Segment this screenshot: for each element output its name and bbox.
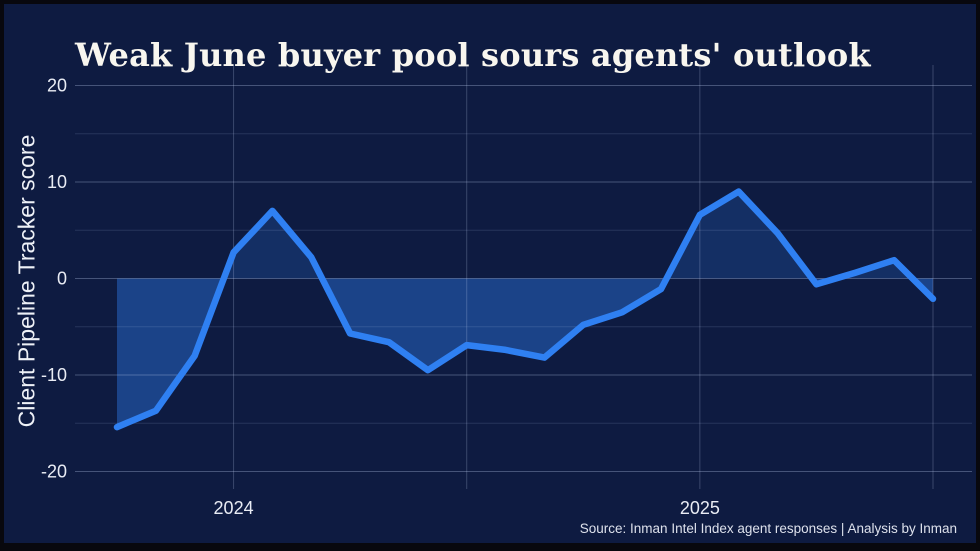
y-tick-label: -20 <box>41 462 67 482</box>
pipeline-score-line <box>113 188 937 431</box>
source-credit: Source: Inman Intel Index agent response… <box>579 521 957 536</box>
chart-panel <box>4 4 976 543</box>
area-fill-negative <box>117 278 933 428</box>
y-tick-label: 20 <box>47 76 67 96</box>
chart-title: Weak June buyer pool sours agents' outlo… <box>75 36 871 75</box>
x-tick-label: 2024 <box>214 498 254 518</box>
x-tick-label: 2025 <box>680 498 720 518</box>
area-fill-positive <box>117 191 933 279</box>
y-tick-label: 0 <box>57 269 67 289</box>
y-tick-label: 10 <box>47 172 67 192</box>
y-tick-label: -10 <box>41 365 67 385</box>
